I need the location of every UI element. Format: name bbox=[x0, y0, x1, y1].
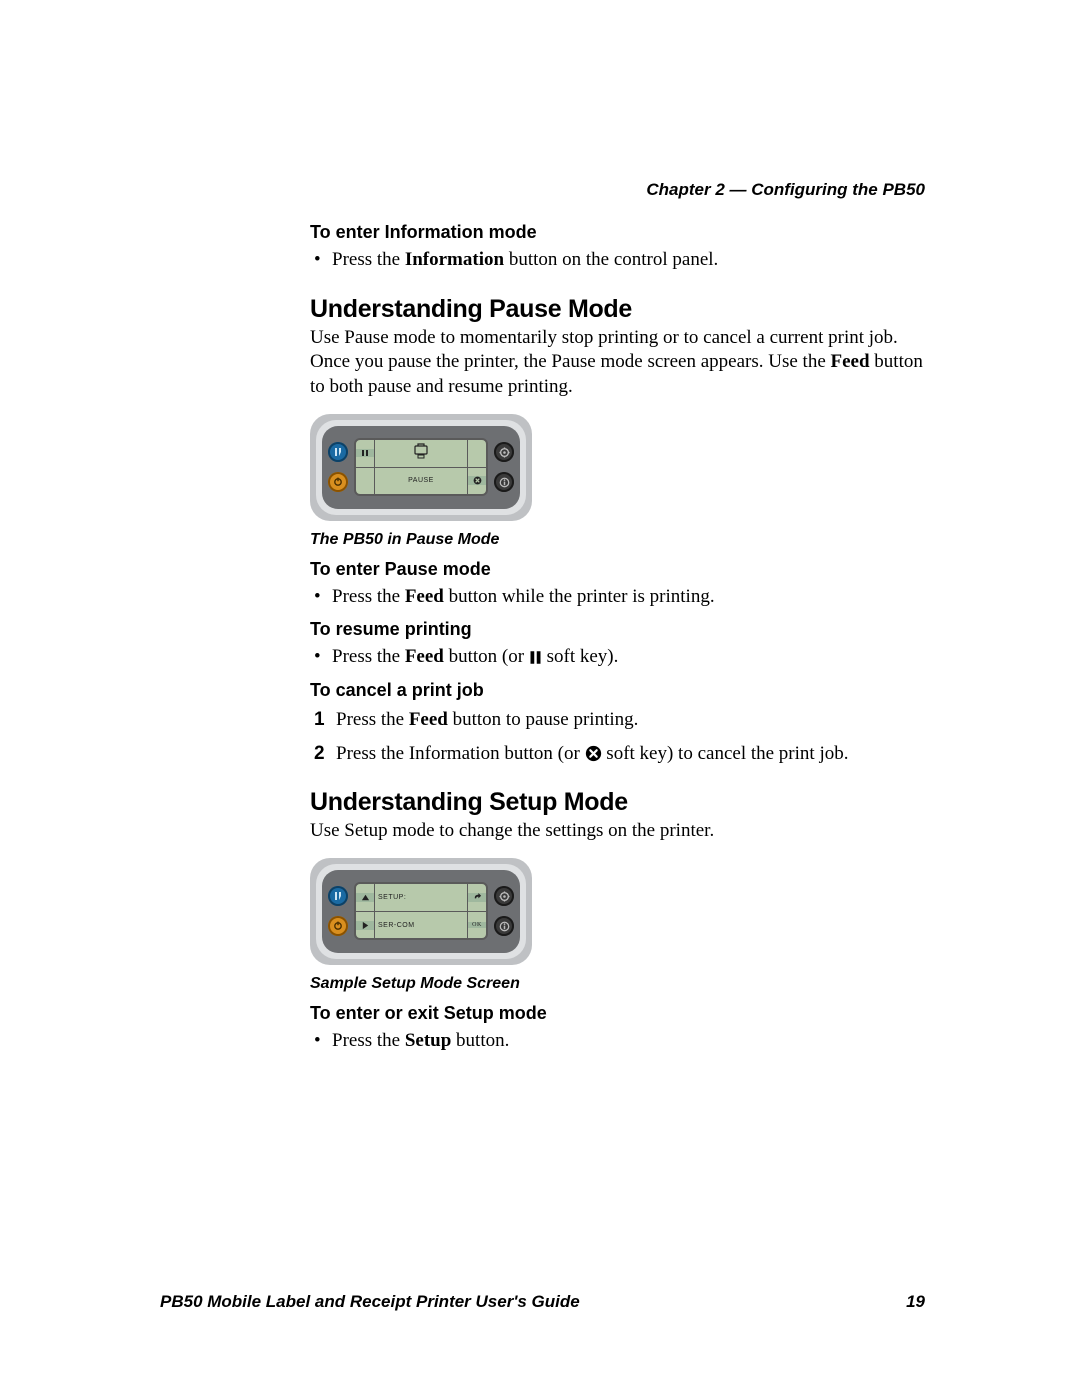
setup-button[interactable] bbox=[494, 886, 514, 906]
text: soft key) to cancel the print job. bbox=[602, 743, 849, 764]
cancel-step-1: Press the Feed button to pause printing. bbox=[336, 707, 925, 733]
enter-pause-step: Press the Feed button while the printer … bbox=[332, 584, 925, 610]
softkey-ok[interactable]: OK bbox=[468, 922, 486, 928]
text: button while the printer is printing. bbox=[444, 586, 715, 607]
subhead-cancel: To cancel a print job bbox=[310, 680, 925, 701]
device-core: SETUP: SER-COM OK bbox=[322, 870, 520, 953]
info-button[interactable] bbox=[494, 916, 514, 936]
text: Press the bbox=[332, 249, 405, 270]
bold: Feed bbox=[409, 709, 448, 730]
right-buttons bbox=[494, 886, 514, 936]
power-button[interactable] bbox=[328, 472, 348, 492]
left-buttons bbox=[328, 886, 348, 936]
cancel-icon bbox=[585, 745, 602, 762]
pause-intro: Use Pause mode to momentarily stop print… bbox=[310, 326, 925, 400]
device-core: PAUSE bbox=[322, 426, 520, 509]
enter-setup-step: Press the Setup button. bbox=[332, 1028, 925, 1054]
section-setup-title: Understanding Setup Mode bbox=[310, 788, 925, 817]
text: button (or bbox=[444, 646, 529, 667]
screen-icon bbox=[374, 443, 468, 464]
screen-pause-label: PAUSE bbox=[374, 477, 468, 484]
softkey-pause-icon[interactable] bbox=[356, 449, 374, 457]
softkey-cancel-icon[interactable] bbox=[468, 476, 486, 485]
info-mode-step: Press the Information button on the cont… bbox=[332, 247, 925, 273]
bold: Information bbox=[405, 249, 504, 270]
info-button[interactable] bbox=[494, 472, 514, 492]
section-pause-title: Understanding Pause Mode bbox=[310, 295, 925, 324]
page-number: 19 bbox=[906, 1292, 925, 1312]
softkey-next-icon[interactable] bbox=[356, 921, 374, 930]
text: Press the bbox=[332, 586, 405, 607]
lcd-screen: PAUSE bbox=[354, 438, 488, 496]
text: button to pause printing. bbox=[448, 709, 639, 730]
screen-line1: SETUP: bbox=[374, 894, 468, 901]
subhead-enter-pause: To enter Pause mode bbox=[310, 559, 925, 580]
text: Press the bbox=[332, 1030, 405, 1051]
text: Use Pause mode to momentarily stop print… bbox=[310, 327, 898, 373]
softkey-back-icon[interactable] bbox=[468, 893, 486, 902]
chapter-header: Chapter 2 — Configuring the PB50 bbox=[310, 180, 925, 200]
bold: Feed bbox=[405, 646, 444, 667]
text: button. bbox=[451, 1030, 509, 1051]
pause-icon bbox=[529, 650, 542, 665]
text: Press the bbox=[336, 709, 409, 730]
power-button[interactable] bbox=[328, 916, 348, 936]
setup-intro: Use Setup mode to change the settings on… bbox=[310, 819, 925, 844]
text: Press the Information button (or bbox=[336, 743, 585, 764]
device-inner: PAUSE bbox=[316, 420, 526, 515]
left-buttons bbox=[328, 442, 348, 492]
subhead-info-mode: To enter Information mode bbox=[310, 222, 925, 243]
screen-line2: SER-COM bbox=[374, 922, 468, 929]
lcd-screen: SETUP: SER-COM OK bbox=[354, 882, 488, 940]
caption-setup: Sample Setup Mode Screen bbox=[310, 975, 925, 993]
device-pause: PAUSE bbox=[310, 414, 532, 521]
bold: Feed bbox=[405, 586, 444, 607]
text: Press the bbox=[332, 646, 405, 667]
subhead-enter-setup: To enter or exit Setup mode bbox=[310, 1003, 925, 1024]
resume-step: Press the Feed button (or soft key). bbox=[332, 644, 925, 670]
subhead-resume: To resume printing bbox=[310, 619, 925, 640]
feed-button[interactable] bbox=[328, 442, 348, 462]
right-buttons bbox=[494, 442, 514, 492]
text: button on the control panel. bbox=[504, 249, 718, 270]
softkey-up-icon[interactable] bbox=[356, 893, 374, 902]
bold: Setup bbox=[405, 1030, 451, 1051]
bold: Feed bbox=[831, 351, 870, 372]
device-inner: SETUP: SER-COM OK bbox=[316, 864, 526, 959]
device-setup: SETUP: SER-COM OK bbox=[310, 858, 532, 965]
cancel-step-2: Press the Information button (or soft ke… bbox=[336, 741, 925, 767]
page-footer: PB50 Mobile Label and Receipt Printer Us… bbox=[160, 1292, 925, 1312]
setup-button[interactable] bbox=[494, 442, 514, 462]
feed-button[interactable] bbox=[328, 886, 348, 906]
caption-pause: The PB50 in Pause Mode bbox=[310, 531, 925, 549]
footer-title: PB50 Mobile Label and Receipt Printer Us… bbox=[160, 1292, 580, 1312]
text: soft key). bbox=[542, 646, 619, 667]
